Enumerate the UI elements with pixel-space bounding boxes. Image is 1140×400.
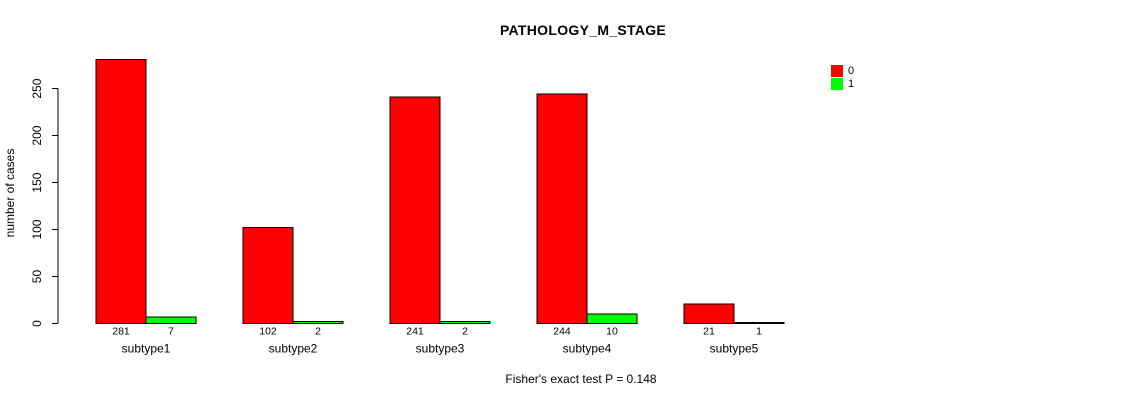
y-tick-label: 50 bbox=[30, 270, 44, 284]
value-label-subtype4-series0: 244 bbox=[553, 326, 571, 338]
bar-subtype3-series1 bbox=[439, 321, 491, 324]
y-tick-label: 100 bbox=[30, 219, 44, 239]
y-tick-label: 150 bbox=[30, 172, 44, 192]
legend-swatch-1 bbox=[831, 78, 843, 90]
value-label-subtype5-series0: 21 bbox=[703, 326, 715, 338]
value-label-subtype4-series1: 10 bbox=[606, 326, 618, 338]
bar-subtype1-series0 bbox=[95, 58, 147, 324]
value-label-subtype3-series0: 241 bbox=[406, 326, 424, 338]
category-label-subtype2: subtype2 bbox=[269, 342, 318, 356]
y-axis-title: number of cases bbox=[3, 149, 17, 238]
chart-title: PATHOLOGY_M_STAGE bbox=[499, 22, 667, 38]
labels-layer: 281 7 subtype1 102 2 subtype2 241 2 subtype3 244 1… bbox=[112, 326, 762, 356]
bars-layer bbox=[95, 58, 785, 325]
category-label-subtype1: subtype1 bbox=[122, 342, 171, 356]
bar-subtype2-series1 bbox=[292, 321, 344, 324]
legend-label-1: 1 bbox=[848, 78, 855, 90]
value-label-subtype3-series1: 2 bbox=[462, 326, 468, 338]
category-label-subtype3: subtype3 bbox=[416, 342, 465, 356]
value-label-subtype5-series1: 1 bbox=[756, 326, 762, 338]
y-axis: 0 50 100 150 200 250 bbox=[30, 78, 59, 327]
value-label-subtype1-series1: 7 bbox=[168, 326, 174, 338]
value-label-subtype1-series0: 281 bbox=[112, 326, 130, 338]
legend-label-0: 0 bbox=[848, 65, 855, 77]
bar-subtype4-series0 bbox=[536, 93, 588, 325]
value-label-subtype2-series0: 102 bbox=[259, 326, 277, 338]
y-tick-label: 200 bbox=[30, 125, 44, 145]
category-label-subtype4: subtype4 bbox=[563, 342, 612, 356]
bar-subtype5-series0 bbox=[683, 303, 735, 325]
bar-subtype2-series0 bbox=[242, 227, 294, 324]
y-tick-label: 0 bbox=[30, 320, 44, 327]
bar-subtype4-series1 bbox=[586, 313, 638, 325]
bar-subtype1-series1 bbox=[145, 316, 197, 324]
y-tick-label: 250 bbox=[30, 78, 44, 98]
category-label-subtype5: subtype5 bbox=[710, 342, 759, 356]
value-label-subtype2-series1: 2 bbox=[315, 326, 321, 338]
legend-item-0: 0 bbox=[831, 65, 854, 77]
legend-item-1: 1 bbox=[831, 78, 854, 90]
fisher-test-annotation: Fisher's exact test P = 0.148 bbox=[505, 372, 657, 386]
bar-subtype5-series1 bbox=[733, 322, 785, 324]
legend-swatch-0 bbox=[831, 65, 843, 77]
bar-subtype3-series0 bbox=[389, 96, 441, 324]
